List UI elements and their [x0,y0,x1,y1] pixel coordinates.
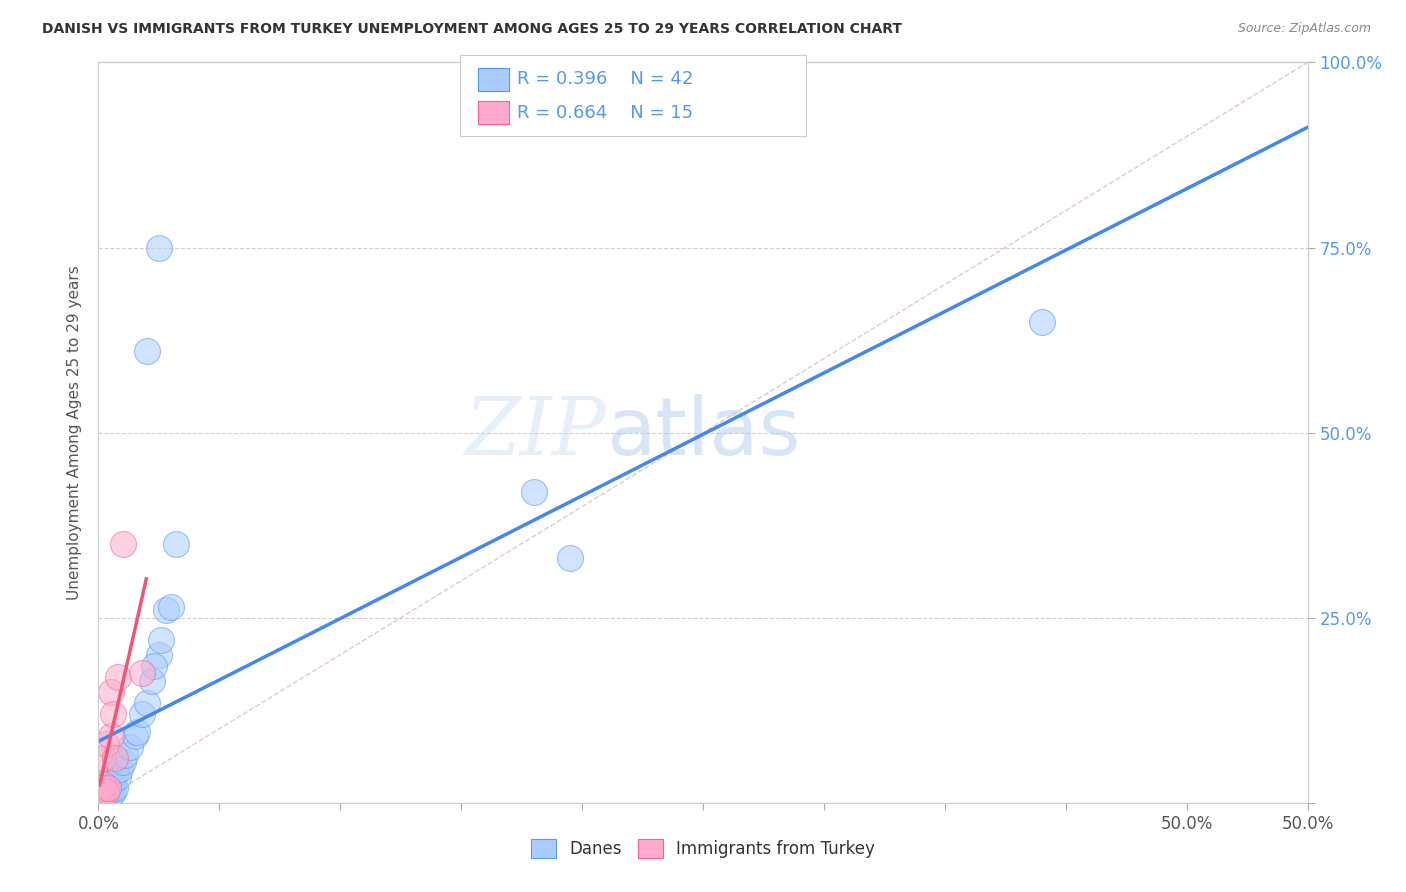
Point [155,603,177,617]
Point [124,729,146,743]
Point [97,777,120,791]
Point [104,751,127,765]
Point [523,484,546,499]
Point [100,685,122,699]
Point [111,755,134,769]
Point [94,789,117,803]
Point [1031,314,1053,328]
Text: atlas: atlas [606,393,800,472]
Point [107,770,129,784]
Point [97,789,120,804]
Point [150,632,173,647]
Point [141,673,163,688]
Point [127,725,149,739]
Point [160,599,183,614]
Point [101,775,124,789]
Point [104,766,127,780]
Point [94,777,117,791]
Point [148,648,170,662]
Point [90,785,112,799]
Point [100,729,122,743]
Point [148,240,170,255]
Point [100,773,122,788]
Point [90,792,112,806]
Point [135,696,157,710]
Point [94,737,117,751]
Point [91,792,114,806]
Point [107,670,129,684]
Point [118,740,141,755]
Point [91,751,114,765]
Point [143,658,166,673]
Point [108,763,131,777]
Point [94,792,117,806]
Text: DANISH VS IMMIGRANTS FROM TURKEY UNEMPLOYMENT AMONG AGES 25 TO 29 YEARS CORRELAT: DANISH VS IMMIGRANTS FROM TURKEY UNEMPLO… [42,22,903,37]
Point [97,780,120,795]
Text: ZIP: ZIP [464,394,606,471]
Legend: Danes, Immigrants from Turkey: Danes, Immigrants from Turkey [524,833,882,865]
Point [97,785,120,799]
Point [90,789,112,803]
Point [90,792,112,806]
Point [91,789,114,803]
Point [90,789,112,803]
Point [91,780,114,795]
Point [135,344,157,359]
Point [114,747,136,762]
Point [91,777,114,791]
Point [91,785,114,799]
Point [165,536,187,550]
Point [101,785,124,799]
Text: R = 0.664    N = 15: R = 0.664 N = 15 [517,103,693,121]
Point [101,706,124,721]
Point [131,666,153,681]
Point [100,782,122,797]
Point [104,780,127,795]
Text: Source: ZipAtlas.com: Source: ZipAtlas.com [1237,22,1371,36]
Point [90,780,112,795]
Point [94,785,117,799]
Text: R = 0.396    N = 42: R = 0.396 N = 42 [517,70,693,88]
Point [111,536,134,550]
Point [131,706,153,721]
Point [558,551,581,566]
Point [94,785,117,799]
Point [100,789,122,803]
Y-axis label: Unemployment Among Ages 25 to 29 years: Unemployment Among Ages 25 to 29 years [67,265,83,600]
